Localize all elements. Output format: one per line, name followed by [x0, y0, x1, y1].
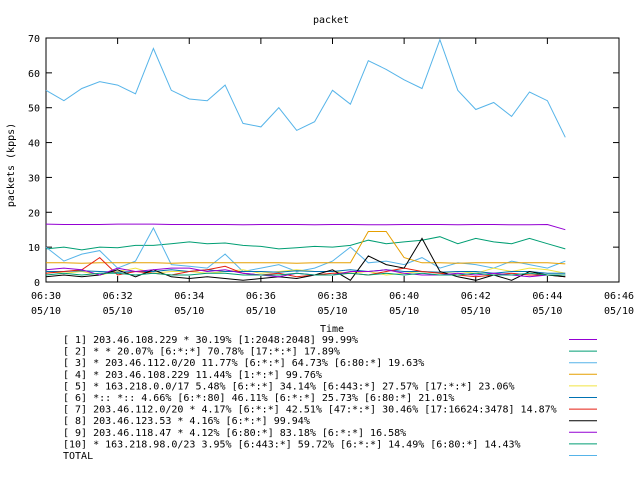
- series-line: [45, 236, 566, 251]
- x-tick-label-time: 06:46: [604, 291, 634, 302]
- series-line: [45, 272, 566, 276]
- x-tick-label-time: 06:38: [317, 291, 347, 302]
- legend-label: [ 1] 203.46.108.229 * 30.19% [1:2048:204…: [63, 335, 358, 346]
- legend-label: [ 4] * 203.46.108.229 11.44% [1:*:*] 99.…: [63, 370, 322, 381]
- x-tick-label-date: 05/10: [461, 306, 491, 317]
- y-axis-label: packets (kpps): [6, 123, 17, 207]
- x-tick-label-date: 05/10: [604, 306, 634, 317]
- legend-label: [ 3] * 203.46.112.0/20 11.77% [6:*:*] 64…: [63, 358, 424, 369]
- chart-title: packet: [313, 15, 349, 26]
- x-tick-label-time: 06:40: [389, 291, 419, 302]
- legend-label: [ 7] 203.46.112.0/20 * 4.17% [6:*:*] 42.…: [63, 405, 557, 416]
- x-tick-label-date: 05/10: [103, 306, 133, 317]
- y-tick-label: 70: [28, 34, 40, 45]
- x-tick-label-date: 05/10: [246, 306, 276, 317]
- series-line: [46, 231, 566, 265]
- series-line: [45, 237, 566, 281]
- x-axis-label: Time: [320, 324, 344, 335]
- legend-label: [ 9] 203.46.118.47 * 4.12% [6:80:*] 83.1…: [63, 428, 406, 439]
- legend-label: [ 8] 203.46.123.53 * 4.16% [6:*:*] 99.94…: [63, 416, 310, 427]
- x-tick-label-time: 06:36: [246, 291, 276, 302]
- x-tick-label-time: 06:32: [103, 291, 133, 302]
- y-tick-label: 60: [28, 69, 40, 80]
- series-line: [45, 223, 566, 231]
- x-tick-label-date: 05/10: [317, 306, 347, 317]
- legend-label: [ 5] * 163.218.0.0/17 5.48% [6:*:*] 34.1…: [63, 381, 515, 392]
- y-tick-label: 20: [28, 208, 40, 219]
- x-tick-label-date: 05/10: [174, 306, 204, 317]
- legend-label: [10] * 163.218.98.0/23 3.95% [6:443:*] 5…: [63, 439, 521, 450]
- series-line: [45, 38, 566, 138]
- legend-label: [ 6] *:: *:: 4.66% [6:*:80] 46.11% [6:*:…: [63, 393, 454, 404]
- y-axis: 0 10 20 30 40 50 60 70: [28, 34, 619, 289]
- x-tick-label-time: 06:30: [31, 291, 61, 302]
- x-tick-label-date: 05/10: [31, 306, 61, 317]
- legend-label: TOTAL: [63, 451, 93, 462]
- x-tick-label-time: 06:42: [461, 291, 491, 302]
- y-tick-label: 30: [28, 173, 40, 184]
- legend: [ 1] 203.46.108.229 * 30.19% [1:2048:204…: [63, 335, 597, 462]
- series-layer: [45, 38, 566, 281]
- x-tick-label-date: 05/10: [389, 306, 419, 317]
- x-tick-label-time: 06:44: [532, 291, 562, 302]
- y-tick-label: 40: [28, 139, 40, 150]
- x-tick-label-time: 06:34: [174, 291, 204, 302]
- x-axis: 06:30 05/10 06:32 05/10 06:34 05/10 06:36 05/10…: [31, 38, 634, 317]
- y-tick-label: 0: [34, 278, 40, 289]
- legend-label: [ 2] * * 20.07% [6:*:*] 70.78% [17:*:*] …: [63, 347, 340, 358]
- y-tick-label: 10: [28, 243, 40, 254]
- y-tick-label: 50: [28, 104, 40, 115]
- x-tick-label-date: 05/10: [532, 306, 562, 317]
- series-line: [45, 226, 566, 273]
- series-line: [45, 256, 566, 278]
